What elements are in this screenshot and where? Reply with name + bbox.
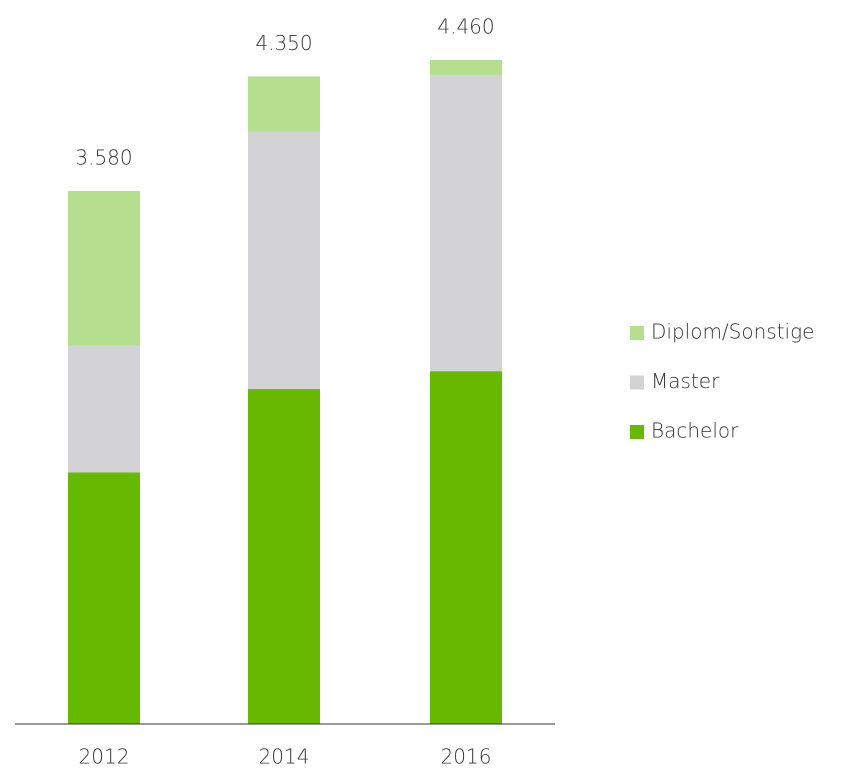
x-tick-label: 2014 [259,745,310,769]
bar-segment [68,191,140,346]
legend-label: Master [651,369,720,393]
total-label: 4.460 [437,15,494,39]
legend-swatch [630,326,644,340]
legend-label: Bachelor [651,419,739,443]
bar-segment [68,345,140,473]
bar-segment [248,389,320,724]
bar-segment [248,131,320,390]
bar-segment [430,371,502,724]
bar-segment [68,472,140,724]
legend-label: Diplom/Sonstige [651,320,814,344]
legend-swatch [630,425,644,439]
x-tick-label: 2016 [441,745,492,769]
total-label: 3.580 [75,146,132,170]
total-label: 4.350 [255,31,312,55]
legend-swatch [630,375,644,390]
bar-segment [248,76,320,132]
bar-segment [430,74,502,372]
x-tick-label: 2012 [79,745,130,769]
bar-segment [430,60,502,75]
